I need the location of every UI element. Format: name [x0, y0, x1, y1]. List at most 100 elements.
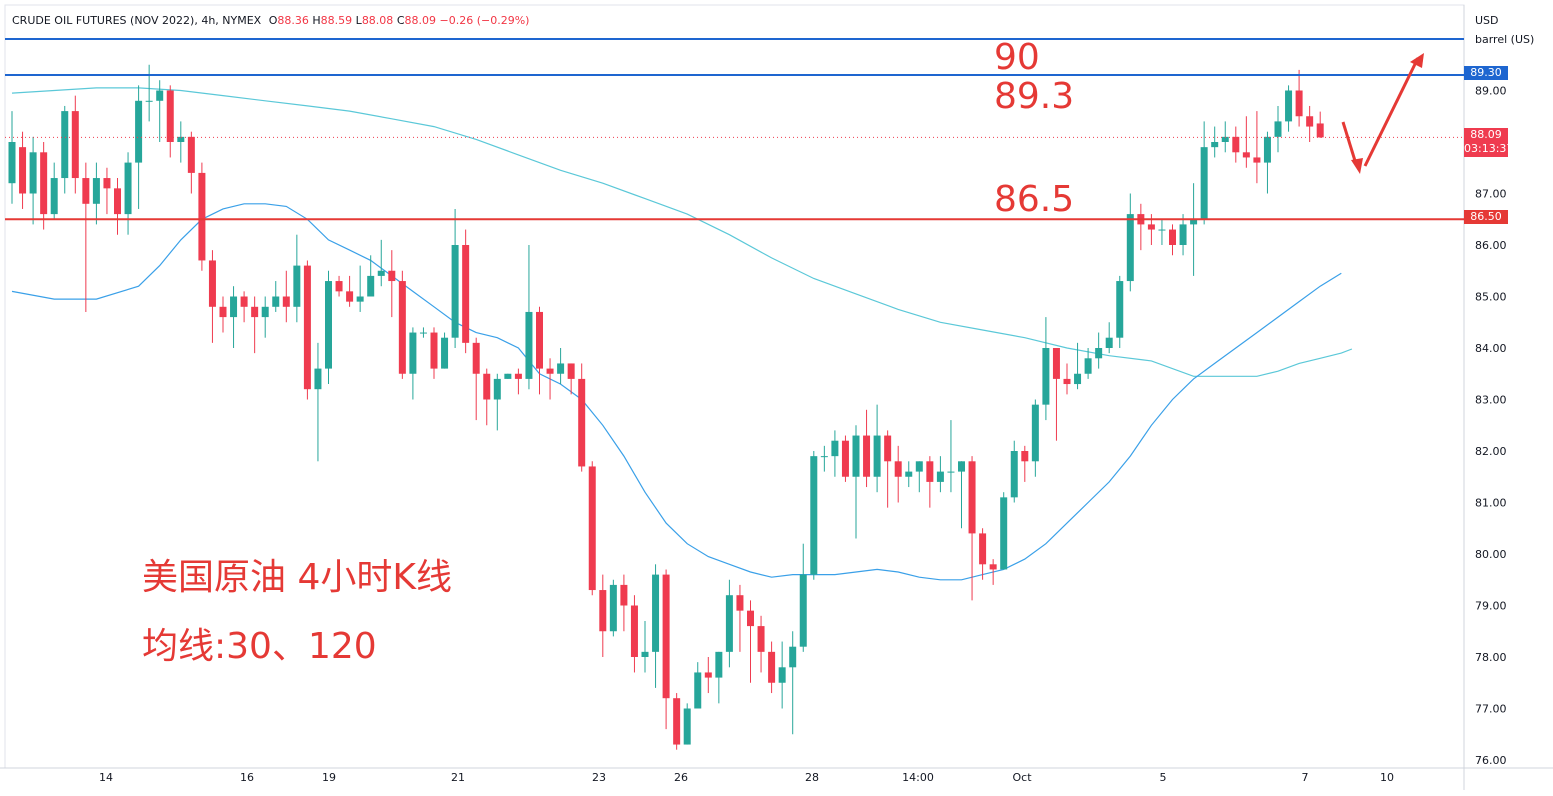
- candle-body: [514, 373, 522, 379]
- time-tick-label: 16: [240, 771, 254, 784]
- candle-body: [441, 337, 449, 369]
- candle: [1116, 275, 1124, 348]
- candle-body: [1232, 136, 1240, 153]
- countdown-value: 03:13:37: [1464, 142, 1514, 155]
- candle: [251, 296, 259, 354]
- candle: [325, 270, 332, 385]
- price-axis: 89.0088.0087.0086.0085.0084.0083.0082.00…: [1475, 85, 1507, 768]
- candle-body: [715, 651, 723, 678]
- candle-body: [578, 378, 586, 467]
- candle-body: [894, 461, 902, 477]
- candle-body: [430, 332, 438, 369]
- candle-body: [483, 373, 491, 400]
- candle: [40, 142, 48, 230]
- candle-body: [799, 574, 807, 647]
- candle: [219, 296, 227, 333]
- candle-body: [936, 471, 944, 482]
- candle-body: [1084, 358, 1092, 374]
- open-value: 88.36: [277, 14, 309, 27]
- candle: [177, 121, 185, 163]
- chart-header: CRUDE OIL FUTURES (NOV 2022), 4h, NYMEX …: [12, 14, 529, 27]
- price-tick-label: 86.00: [1475, 239, 1507, 252]
- candle-body: [673, 698, 681, 745]
- candle: [356, 265, 364, 312]
- candle: [441, 332, 449, 369]
- candle: [124, 152, 132, 235]
- candles: [8, 64, 1324, 750]
- candle-body: [979, 533, 987, 565]
- candle: [472, 337, 480, 421]
- high-value: 88.59: [320, 14, 353, 27]
- candle: [1063, 363, 1071, 395]
- time-axis: 14 16 19 21 23 26 28 14:00 Oct 5 7 10: [99, 771, 1394, 784]
- candle: [493, 373, 501, 431]
- candle-body: [1263, 136, 1271, 163]
- candle-body: [704, 672, 712, 678]
- candle: [894, 445, 902, 503]
- candle: [1253, 111, 1261, 184]
- candle-body: [1074, 373, 1082, 385]
- price-badge-89-30: 89.30: [1464, 66, 1508, 80]
- candle: [841, 435, 849, 482]
- annotation-level-89-3: 89.3: [994, 76, 1075, 117]
- candle-body: [272, 296, 280, 307]
- candle-body: [620, 584, 628, 606]
- candle-body: [314, 368, 322, 390]
- candle-body: [884, 435, 892, 462]
- candle: [1295, 69, 1303, 127]
- candle: [92, 162, 100, 225]
- change-value: −0.26 (−0.29%): [439, 14, 530, 27]
- candle: [1232, 126, 1240, 163]
- candle-body: [599, 590, 607, 632]
- candle: [1316, 111, 1324, 138]
- candle: [873, 404, 881, 493]
- symbol-label: CRUDE OIL FUTURES (NOV 2022), 4h, NYMEX: [12, 14, 262, 27]
- candle: [1031, 399, 1039, 477]
- candle: [82, 162, 90, 312]
- candle: [747, 600, 754, 683]
- candle: [652, 564, 660, 688]
- annotation-moving-averages: 均线:30、120: [142, 626, 377, 667]
- candle: [1010, 440, 1018, 503]
- candle-body: [493, 378, 501, 400]
- candle-body: [747, 610, 754, 627]
- candle-body: [1200, 147, 1208, 220]
- candle-body: [1179, 224, 1187, 245]
- candle-body: [472, 342, 480, 374]
- candle: [261, 296, 269, 338]
- candle-body: [652, 574, 660, 652]
- candle: [135, 85, 143, 209]
- time-tick-label: 19: [322, 771, 336, 784]
- candle: [630, 595, 638, 673]
- candle: [430, 327, 438, 379]
- price-tick-label: 84.00: [1475, 342, 1507, 355]
- candle: [1137, 203, 1145, 251]
- candle-body: [40, 152, 48, 215]
- candle-body: [240, 296, 248, 307]
- candle: [1274, 105, 1282, 153]
- candle: [905, 461, 913, 488]
- candle: [536, 306, 543, 395]
- price-tick-label: 85.00: [1475, 291, 1507, 304]
- candle: [1242, 116, 1250, 168]
- candle: [419, 327, 427, 338]
- candle: [462, 229, 470, 354]
- candle-body: [863, 435, 871, 477]
- price-tick-label: 82.00: [1475, 445, 1507, 458]
- trend-arrows: [1341, 53, 1424, 174]
- candle: [694, 662, 702, 709]
- candle-body: [1221, 136, 1229, 142]
- price-tick-label: 77.00: [1475, 703, 1507, 716]
- price-tick-label: 80.00: [1475, 548, 1507, 561]
- candle-body: [831, 440, 839, 457]
- time-tick-label: 26: [674, 771, 688, 784]
- candle-body: [398, 281, 406, 374]
- candle: [799, 543, 807, 652]
- price-tick-label: 78.00: [1475, 651, 1507, 664]
- price-tick-label: 87.00: [1475, 188, 1507, 201]
- candle-body: [1274, 121, 1282, 137]
- candle-body: [82, 178, 90, 204]
- annotation-title: 美国原油 4小时K线: [142, 557, 452, 598]
- candle-body: [103, 178, 111, 189]
